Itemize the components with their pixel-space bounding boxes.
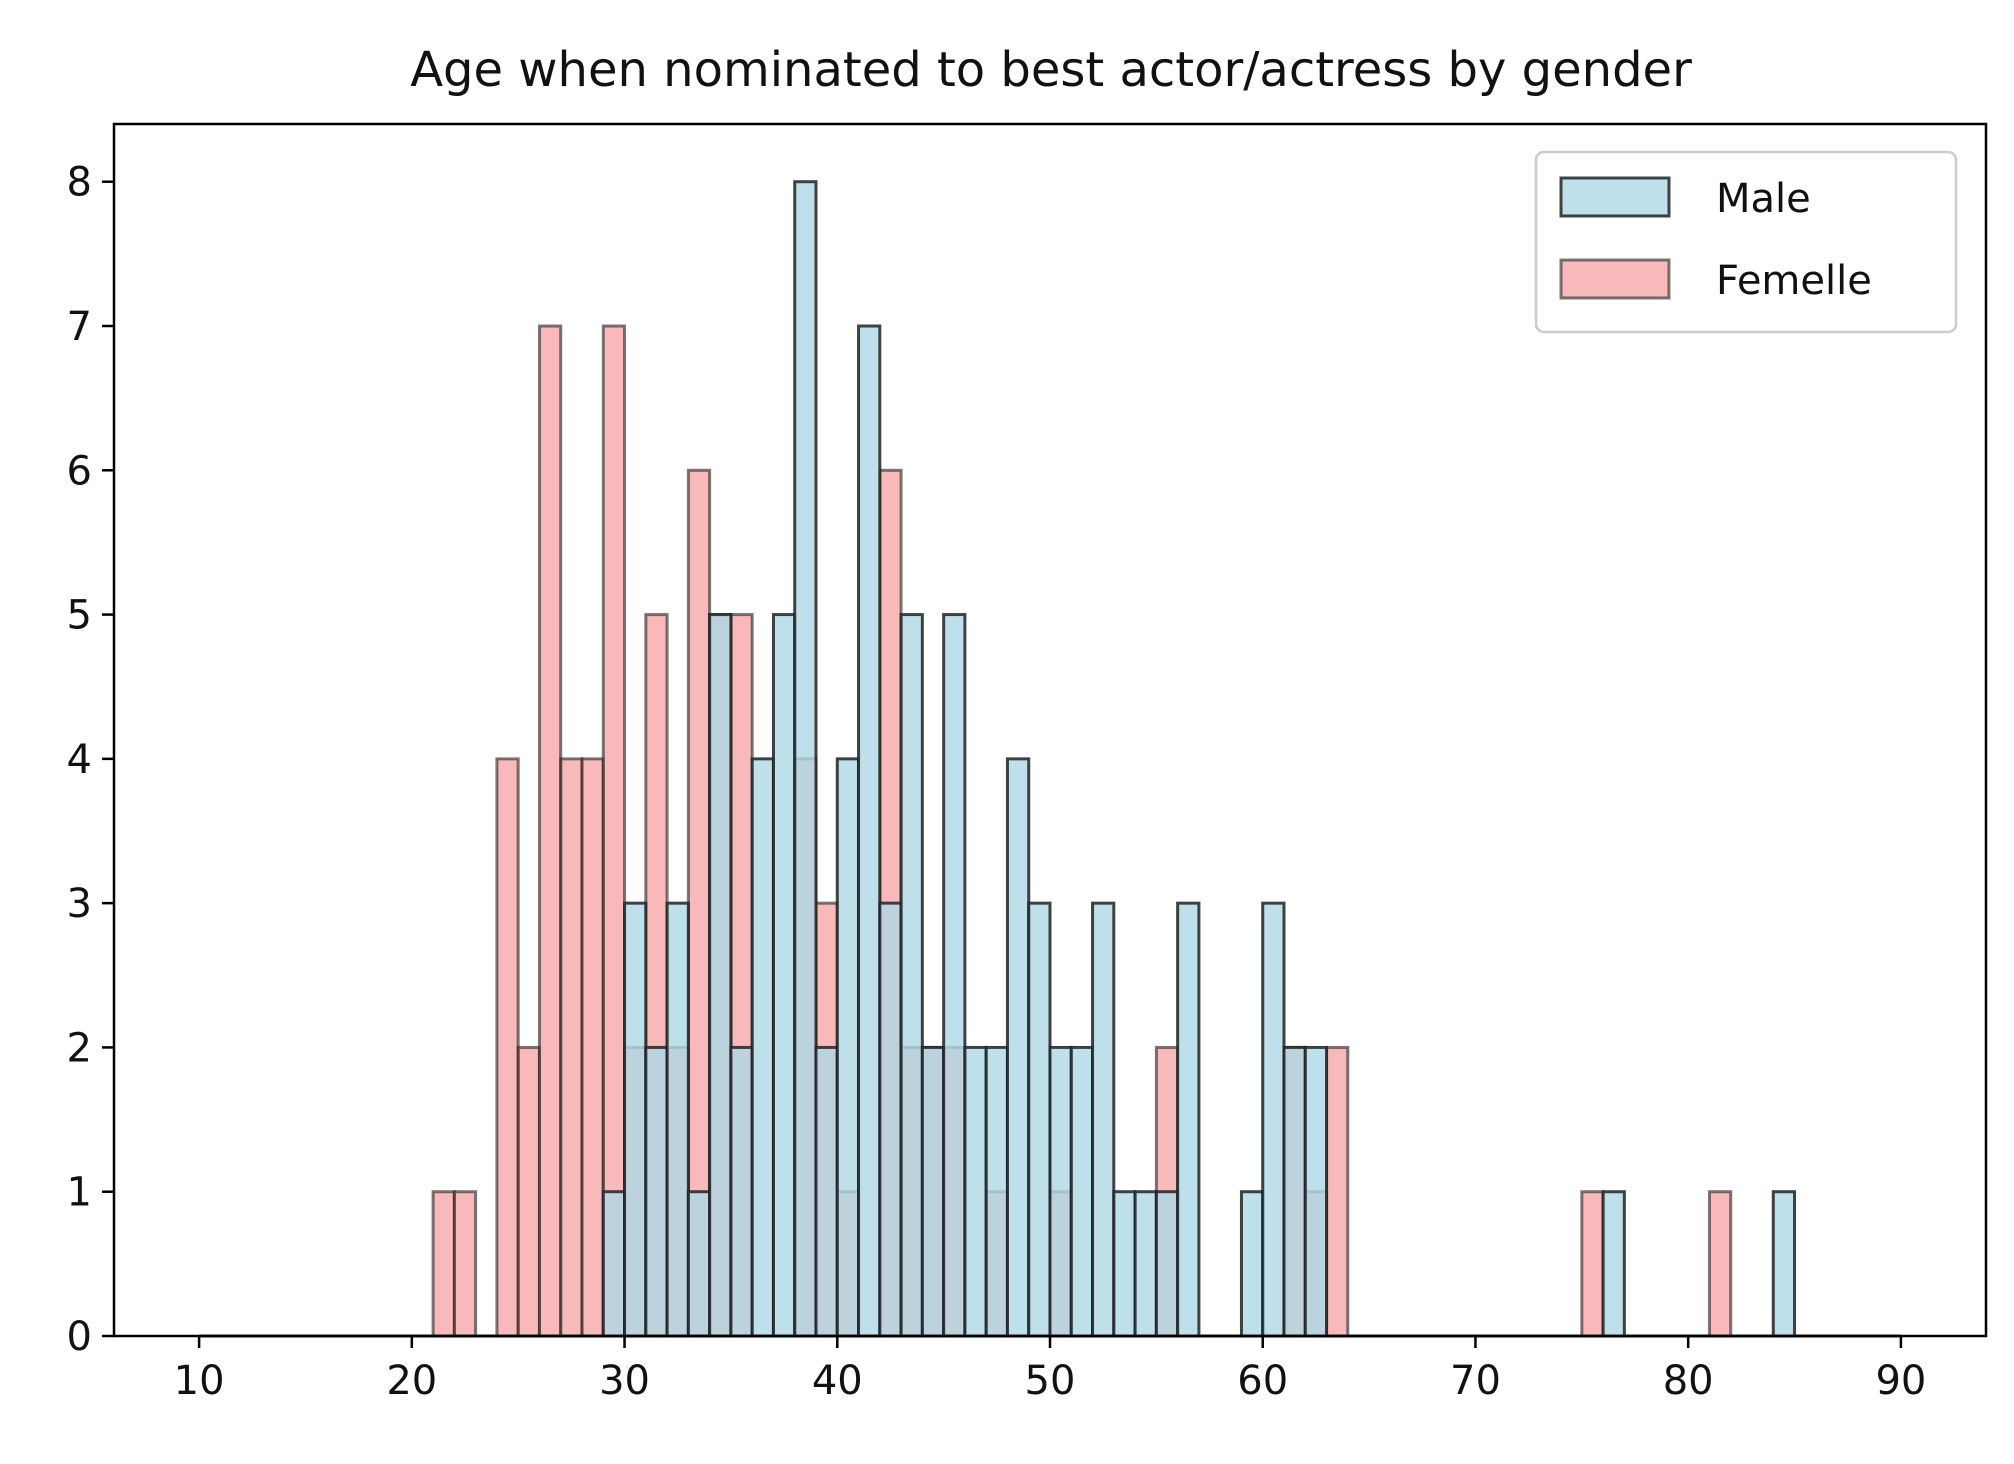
male-bar	[1048, 1045, 1073, 1338]
male-bar	[729, 1045, 754, 1338]
male-bar	[1005, 757, 1031, 1338]
male-bar	[771, 613, 797, 1338]
male-bar	[920, 1045, 946, 1338]
femelle-bar	[1707, 1190, 1733, 1338]
x-tick-label: 20	[386, 1358, 437, 1404]
legend-swatch-femelle	[1559, 258, 1671, 300]
male-bar	[1112, 1190, 1137, 1338]
male-bar	[942, 613, 967, 1338]
male-bar	[857, 324, 882, 1338]
male-bar	[1282, 1045, 1307, 1338]
chart-title: Age when nominated to best actor/actress…	[410, 42, 1692, 98]
male-bar	[1133, 1190, 1158, 1338]
x-tick-label: 30	[599, 1358, 650, 1404]
male-bar	[1027, 901, 1052, 1338]
legend-swatch-male	[1559, 176, 1671, 218]
male-bar	[708, 613, 733, 1338]
x-axis-ticks: 10 20 30 40 50 60 70 80 90	[174, 1336, 1926, 1404]
male-bar	[1239, 1190, 1265, 1338]
femelle-bar	[1325, 1045, 1350, 1338]
male-bar	[793, 180, 818, 1338]
femelle-bar	[452, 1190, 478, 1338]
x-tick-label: 70	[1450, 1358, 1501, 1404]
male-bar	[1601, 1190, 1626, 1338]
male-bar	[899, 613, 924, 1338]
male-bar	[878, 901, 903, 1338]
y-tick-label: 6	[67, 448, 92, 494]
male-bar	[665, 901, 690, 1338]
femelle-bar	[495, 757, 520, 1338]
male-bar	[814, 1045, 839, 1338]
y-tick-label: 4	[67, 737, 92, 783]
y-tick-label: 1	[67, 1170, 92, 1216]
male-bar	[1771, 1190, 1797, 1338]
legend-label-femelle: Femelle	[1716, 258, 1872, 304]
x-tick-label: 10	[174, 1358, 225, 1404]
chart-legend: Male Femelle	[1534, 150, 1958, 334]
male-bar	[835, 757, 861, 1338]
y-tick-label: 5	[67, 593, 92, 639]
femelle-bar	[559, 757, 584, 1338]
male-bar	[1069, 1045, 1095, 1338]
male-bar	[623, 901, 648, 1338]
legend-label-male: Male	[1716, 176, 1811, 222]
male-bar	[963, 1045, 988, 1338]
y-tick-label: 8	[67, 160, 92, 206]
male-bar	[750, 757, 775, 1338]
male-bar	[644, 1045, 669, 1338]
femelle-bar	[601, 324, 627, 1338]
y-axis-ticks: 0 1 2 3 4 5 6 7 8	[67, 160, 114, 1360]
male-bar	[1154, 1190, 1180, 1338]
x-tick-label: 40	[812, 1358, 863, 1404]
y-tick-label: 7	[67, 304, 92, 350]
x-tick-label: 60	[1237, 1358, 1288, 1404]
male-bar	[1261, 901, 1286, 1338]
male-bar	[686, 1190, 712, 1338]
male-bar	[1091, 901, 1116, 1338]
male-bar	[984, 1045, 1009, 1338]
femelle-bar	[1580, 1190, 1605, 1338]
male-bar	[1176, 901, 1201, 1338]
x-tick-label: 80	[1663, 1358, 1714, 1404]
male-bar	[1303, 1045, 1329, 1338]
plot-area-frame	[112, 122, 1988, 1338]
x-tick-label: 50	[1025, 1358, 1076, 1404]
femelle-bar	[580, 757, 605, 1338]
y-tick-label: 0	[67, 1314, 92, 1360]
y-tick-label: 2	[67, 1025, 92, 1071]
x-tick-label: 90	[1875, 1358, 1926, 1404]
femelle-bar	[431, 1190, 456, 1338]
y-tick-label: 3	[67, 881, 92, 927]
male-bar	[601, 1190, 627, 1338]
femelle-bar	[537, 324, 563, 1338]
femelle-bar	[516, 1045, 541, 1338]
